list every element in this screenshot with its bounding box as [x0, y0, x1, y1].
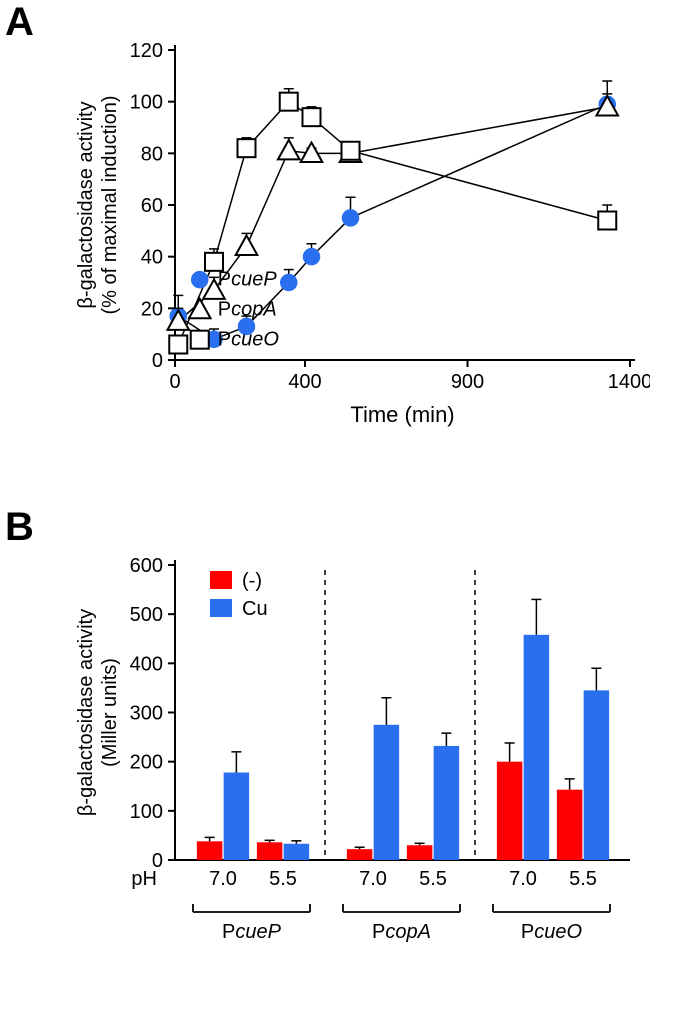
svg-text:5.5: 5.5: [419, 868, 447, 890]
svg-text:pH: pH: [131, 868, 157, 890]
svg-text:60: 60: [141, 195, 163, 217]
svg-text:PcopA: PcopA: [218, 299, 277, 321]
svg-text:β-galactosidase activity: β-galactosidase activity: [75, 101, 97, 308]
panel-a-label: A: [5, 0, 34, 45]
svg-text:(Miller units): (Miller units): [99, 658, 121, 767]
svg-text:0: 0: [152, 350, 163, 372]
svg-text:5.5: 5.5: [269, 868, 297, 890]
svg-text:PcopA: PcopA: [372, 921, 431, 943]
svg-text:PcueP: PcueP: [218, 269, 278, 291]
svg-text:100: 100: [130, 801, 163, 823]
svg-text:500: 500: [130, 604, 163, 626]
svg-text:120: 120: [130, 40, 163, 62]
svg-text:7.0: 7.0: [509, 868, 537, 890]
panel-b-label: B: [5, 505, 34, 550]
svg-text:7.0: 7.0: [209, 868, 237, 890]
svg-text:40: 40: [141, 247, 163, 269]
svg-text:900: 900: [451, 371, 484, 393]
svg-text:PcueO: PcueO: [218, 329, 279, 351]
svg-text:400: 400: [288, 371, 321, 393]
svg-text:PcueP: PcueP: [222, 921, 282, 943]
svg-text:7.0: 7.0: [359, 868, 387, 890]
svg-text:20: 20: [141, 298, 163, 320]
svg-text:300: 300: [130, 703, 163, 725]
svg-text:β-galactosidase activity: β-galactosidase activity: [75, 609, 97, 816]
svg-text:Time (min): Time (min): [350, 402, 454, 427]
svg-text:5.5: 5.5: [569, 868, 597, 890]
svg-text:(-): (-): [242, 570, 262, 592]
svg-text:600: 600: [130, 555, 163, 577]
panel-b-chart: 0100200300400500600β-galactosidase activ…: [70, 550, 650, 990]
svg-text:Cu: Cu: [242, 598, 268, 620]
svg-text:200: 200: [130, 752, 163, 774]
svg-text:80: 80: [141, 143, 163, 165]
svg-text:100: 100: [130, 92, 163, 114]
svg-text:0: 0: [169, 371, 180, 393]
svg-text:400: 400: [130, 653, 163, 675]
svg-text:(% of maximal induction): (% of maximal induction): [99, 96, 121, 315]
svg-text:PcueO: PcueO: [521, 921, 582, 943]
svg-text:1400: 1400: [608, 371, 650, 393]
panel-a-chart: 0 20 40 60 80 100 120 0 400 900 1400 Time (min) β-ga…: [70, 30, 650, 450]
